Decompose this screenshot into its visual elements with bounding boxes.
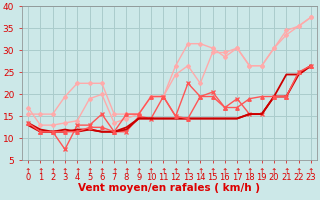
Text: ↑: ↑ [62,167,68,176]
Text: ↑: ↑ [172,167,179,176]
Text: ↑: ↑ [283,167,290,176]
Text: ↑: ↑ [111,167,117,176]
Text: ↑: ↑ [37,167,44,176]
Text: ↑: ↑ [148,167,154,176]
Text: ↑: ↑ [25,167,31,176]
Text: ↑: ↑ [271,167,277,176]
Text: ↑: ↑ [50,167,56,176]
Text: ↑: ↑ [74,167,80,176]
Text: ↑: ↑ [123,167,130,176]
Text: ↑: ↑ [308,167,314,176]
Text: ↑: ↑ [160,167,166,176]
Text: ↑: ↑ [222,167,228,176]
Text: ↑: ↑ [136,167,142,176]
Text: ↑: ↑ [295,167,302,176]
Text: ↑: ↑ [246,167,252,176]
Text: ↑: ↑ [197,167,204,176]
Text: ↑: ↑ [259,167,265,176]
Text: ↑: ↑ [234,167,240,176]
Text: ↑: ↑ [209,167,216,176]
Text: ↑: ↑ [86,167,93,176]
X-axis label: Vent moyen/en rafales ( km/h ): Vent moyen/en rafales ( km/h ) [78,183,260,193]
Text: ↑: ↑ [185,167,191,176]
Text: ↑: ↑ [99,167,105,176]
